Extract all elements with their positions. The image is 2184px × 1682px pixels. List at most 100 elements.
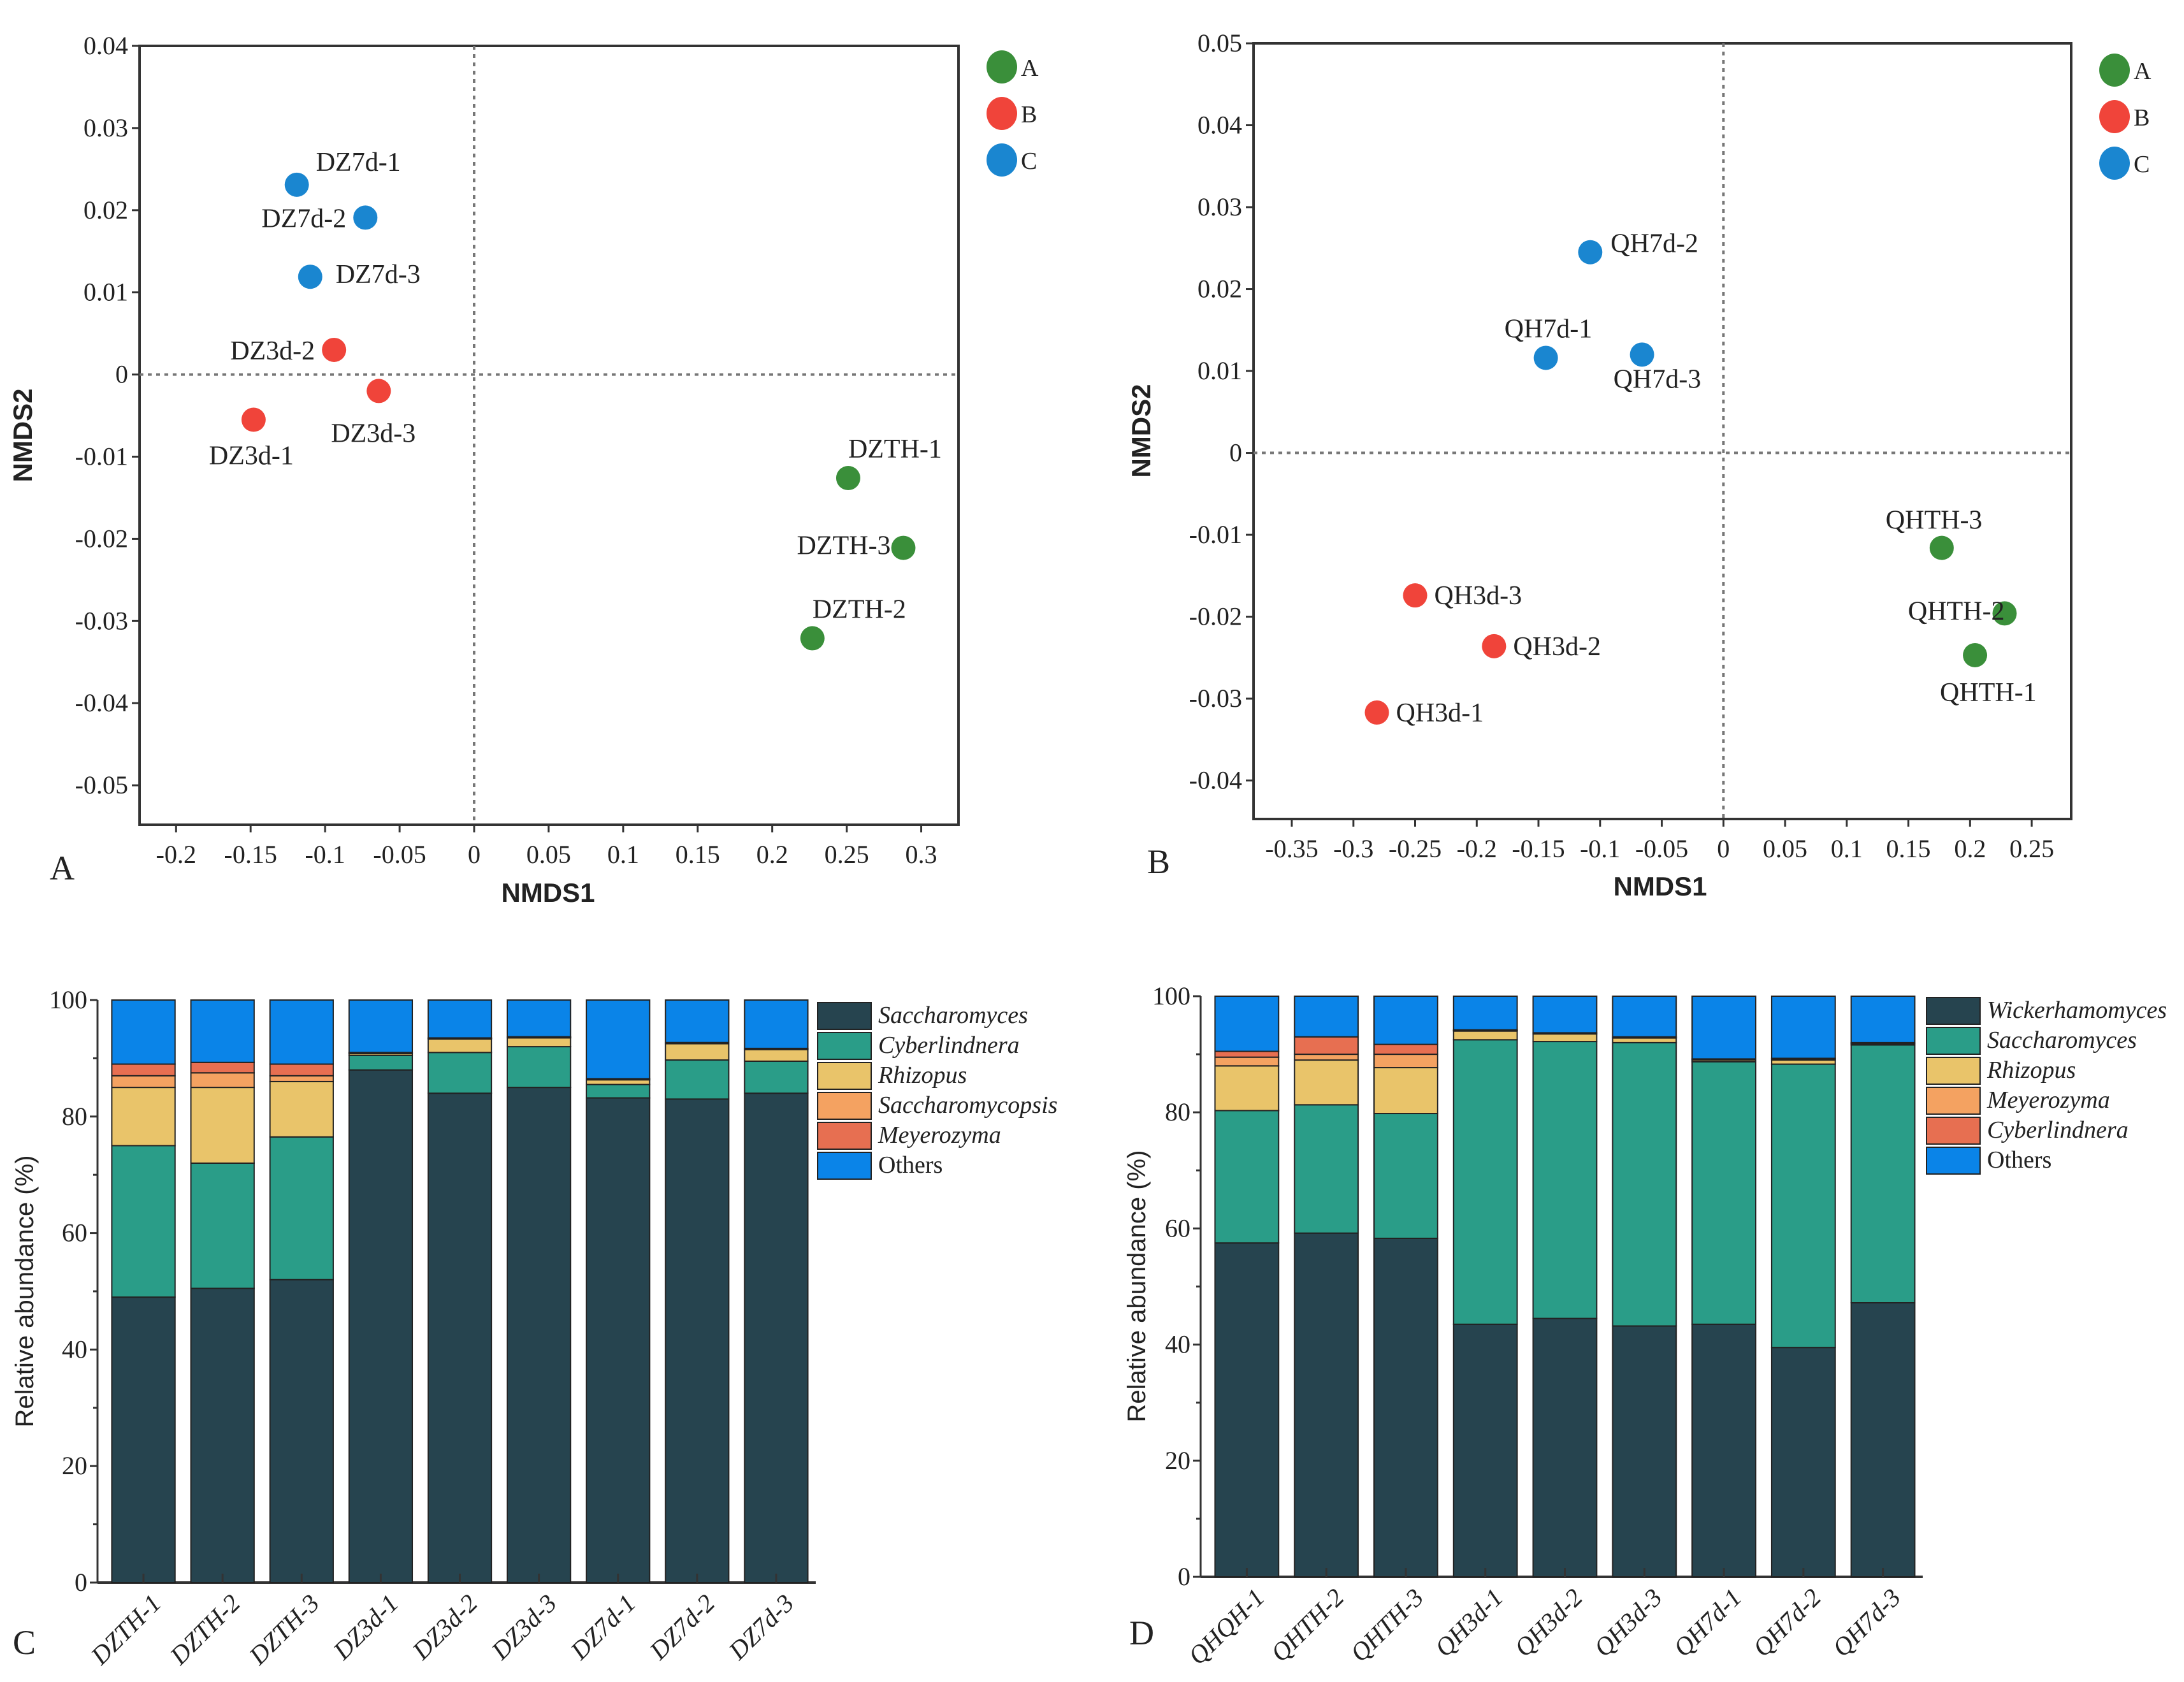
- data-point: [1929, 535, 1954, 560]
- bar-segment-saccharomyces: [1612, 1041, 1677, 1327]
- bar-segment-saccharomyces: [586, 1097, 651, 1583]
- bar-segment-saccharomyces: [506, 1087, 572, 1583]
- x-tick-label: -0.05: [1635, 834, 1688, 863]
- y-tick-label: 0: [1178, 1562, 1190, 1591]
- x-tick-label: -0.2: [156, 840, 196, 869]
- chart-panel-A: A -0.2 -0.15 -0.1 -0.05 0 0.05 0.1 0.15 0.2 0.25 0.…: [8, 31, 1039, 908]
- bar-segment-saccharomyces: [1452, 1039, 1518, 1325]
- data-point: [1992, 601, 2017, 626]
- bar-segment-saccharomyces: [427, 1092, 493, 1583]
- bar-segment-wickerhamomyces: [1214, 1242, 1280, 1578]
- bar-segment-rhizopus: [506, 1037, 572, 1048]
- bar-segment-wickerhamomyces: [1532, 1317, 1598, 1577]
- legend-swatch: [1926, 1117, 1981, 1145]
- y-tick-label: -0.04: [75, 688, 128, 717]
- point-label: DZ7d-3: [336, 260, 421, 289]
- bar-segment-others: [348, 999, 414, 1054]
- bar-segment-saccharomyces: [348, 1069, 414, 1584]
- legend-label: Rhizopus: [878, 1062, 967, 1089]
- point-label: QH7d-3: [1614, 365, 1702, 394]
- legend-swatch: [1926, 997, 1981, 1025]
- y-tick-label: 40: [62, 1335, 87, 1363]
- point-label: QH3d-2: [1513, 632, 1601, 662]
- bar-segment-saccharomyces: [665, 1098, 730, 1583]
- x-tick-label: 0.3: [906, 840, 937, 869]
- y-axis-title: NMDS2: [1126, 384, 1156, 477]
- legend-label: Others: [878, 1152, 943, 1178]
- bar-segment-meyerozyma: [1373, 1054, 1438, 1069]
- bar-segment-rhizopus: [1612, 1037, 1677, 1043]
- legend-swatch: [1926, 1027, 1981, 1055]
- bar-segment-cyberlindnera: [111, 1145, 176, 1298]
- bar-segment-meyerozyma: [111, 1063, 176, 1077]
- bar-segment-others: [665, 999, 730, 1043]
- legend-label: C: [1021, 148, 1037, 175]
- bar-segment-cyberlindnera: [1214, 1050, 1280, 1058]
- data-point: [1533, 345, 1558, 370]
- data-point: [1403, 583, 1428, 608]
- data-point: [1482, 634, 1507, 658]
- x-axis-title: NMDS1: [1613, 871, 1707, 901]
- y-tick-label: -0.02: [1189, 602, 1242, 631]
- legend-swatch: [817, 1122, 872, 1150]
- x-tick-label: QH7d-1: [1668, 1583, 1747, 1663]
- point-label: QH3d-1: [1396, 699, 1484, 728]
- data-point: [835, 466, 860, 491]
- bar-segment-saccharomyces: [1850, 1044, 1916, 1304]
- y-tick-label: 0: [1229, 439, 1242, 467]
- x-tick-label: QHTH-2: [1265, 1583, 1349, 1667]
- y-tick-label: 20: [62, 1451, 87, 1480]
- x-tick-label: 0.15: [676, 840, 720, 869]
- point-label: QH7d-1: [1505, 314, 1593, 344]
- panel-label: C: [13, 1623, 36, 1662]
- data-point: [366, 379, 391, 403]
- bar-segment-cyberlindnera: [427, 1052, 493, 1094]
- point-label: DZ3d-2: [230, 337, 315, 366]
- y-tick-label: -0.02: [75, 524, 128, 553]
- bar-segment-rhizopus: [1294, 1059, 1359, 1106]
- x-tick-label: -0.15: [224, 840, 277, 869]
- x-tick-label: QH3d-1: [1429, 1583, 1509, 1663]
- x-tick-label: -0.1: [1580, 834, 1620, 863]
- legend-label: Cyberlindnera: [1987, 1117, 2129, 1143]
- bar-segment-wickerhamomyces: [1294, 1232, 1359, 1577]
- x-tick-label: 0.15: [1886, 834, 1931, 863]
- legend-label: B: [2134, 105, 2150, 131]
- legend-marker: [987, 50, 1017, 83]
- legend-swatch: [817, 1152, 872, 1180]
- bar-segment-meyerozyma: [269, 1063, 334, 1077]
- x-tick-label: QH3d-3: [1588, 1583, 1668, 1663]
- y-tick-label: 0.04: [83, 31, 128, 60]
- data-point: [322, 337, 347, 362]
- y-tick-label: 0.02: [1197, 275, 1242, 303]
- bar-segment-wickerhamomyces: [1770, 1347, 1836, 1578]
- bar-segment-others: [1850, 996, 1916, 1043]
- point-label: DZTH-1: [848, 435, 942, 464]
- chart-panel-B: B -0.35 -0.3 -0.25 -0.2 -0.15 -0.1 -0.05 0 0.05 0.…: [1126, 29, 2151, 901]
- bar-segment-rhizopus: [111, 1087, 176, 1147]
- bar-segment-saccharomycopsis: [111, 1075, 176, 1089]
- x-tick-label: 0.2: [756, 840, 788, 869]
- legend-swatch: [1926, 1057, 1981, 1085]
- y-tick-label: 0.01: [83, 278, 128, 307]
- bar-segment-wickerhamomyces: [1373, 1237, 1438, 1577]
- bar-segment-rhizopus: [665, 1043, 730, 1061]
- point-label: QHTH-2: [1908, 597, 2005, 626]
- bar-segment-meyerozyma: [1214, 1056, 1280, 1067]
- x-tick-label: 0.25: [825, 840, 869, 869]
- bar-segment-cyberlindnera: [744, 1060, 809, 1094]
- bar-segment-saccharomyces: [744, 1092, 809, 1583]
- bar-segment-saccharomyces: [1770, 1063, 1836, 1349]
- bar-segment-saccharomyces: [190, 1287, 255, 1584]
- y-tick-label: 60: [62, 1219, 87, 1247]
- y-tick-label: 80: [1165, 1098, 1190, 1126]
- x-tick-label: QH7d-3: [1826, 1583, 1906, 1663]
- x-tick-label: DZ7d-1: [565, 1589, 642, 1666]
- legend-marker: [2099, 147, 2130, 180]
- bar-segment-others: [1214, 996, 1280, 1052]
- y-tick-label: -0.03: [75, 606, 128, 635]
- point-label: DZ3d-1: [209, 442, 294, 471]
- data-point: [1364, 700, 1389, 725]
- legend-marker: [2099, 54, 2130, 87]
- bar-segment-saccharomycopsis: [269, 1075, 334, 1082]
